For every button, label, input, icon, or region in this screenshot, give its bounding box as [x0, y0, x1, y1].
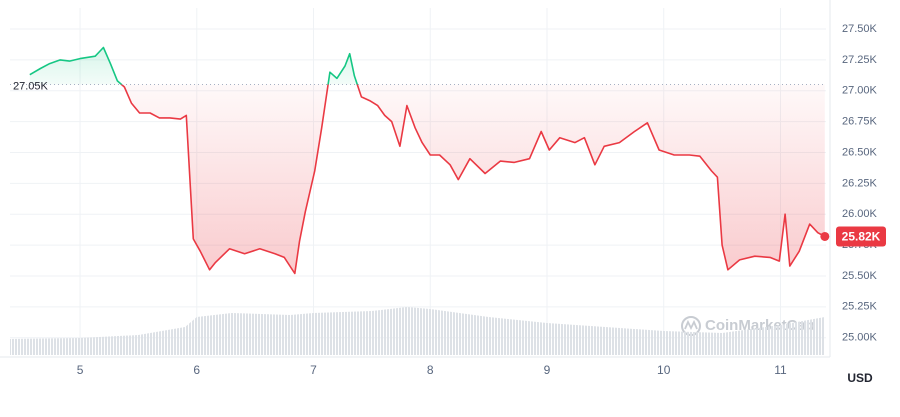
- y-tick-label: 25.50K: [842, 270, 878, 282]
- y-tick-label: 27.50K: [842, 23, 878, 35]
- x-tick-label: 11: [774, 363, 787, 377]
- baseline-label: 27.05K: [13, 80, 49, 92]
- y-tick-label: 26.50K: [842, 146, 878, 158]
- x-tick-label: 9: [544, 363, 551, 377]
- y-tick-label: 26.00K: [842, 208, 878, 220]
- x-tick-label: 8: [427, 363, 434, 377]
- current-dot: [820, 231, 830, 241]
- x-tick-label: 10: [657, 363, 671, 377]
- y-tick-label: 27.25K: [842, 54, 878, 66]
- y-tick-label: 26.75K: [842, 116, 878, 128]
- y-tick-label: 26.25K: [842, 177, 878, 189]
- current-price-badge: [836, 226, 886, 247]
- y-tick-label: 25.25K: [842, 301, 878, 313]
- price-line: [29, 46, 826, 275]
- y-unit: USD: [847, 371, 873, 385]
- x-tick-label: 6: [193, 363, 200, 377]
- y-tick-label: 27.00K: [842, 85, 878, 97]
- y-tick-label: 25.00K: [842, 332, 878, 344]
- x-tick-label: 7: [310, 363, 317, 377]
- x-tick-label: 5: [77, 363, 84, 377]
- current-price-label: 25.82K: [842, 230, 881, 244]
- price-area: [29, 47, 825, 274]
- volume-area: [10, 307, 825, 355]
